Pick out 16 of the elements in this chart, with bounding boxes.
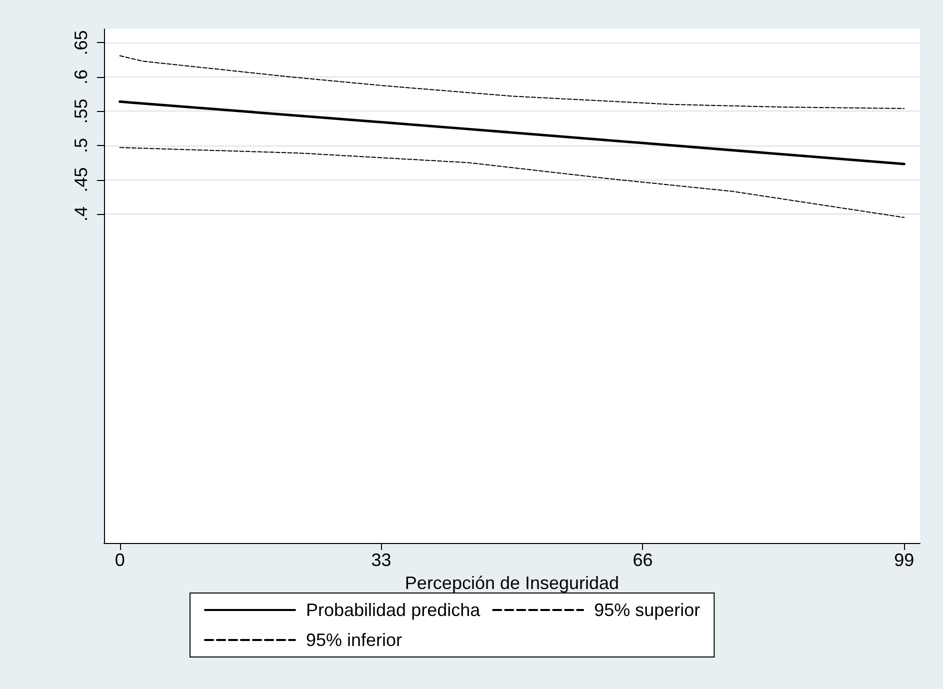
y-tick-label: .65 [71, 30, 91, 56]
x-tick-label: 33 [371, 550, 392, 570]
y-tick-label: .5 [71, 138, 91, 154]
x-axis-title: Percepción de Inseguridad [404, 572, 620, 593]
legend-label: 95% superior [594, 600, 700, 620]
y-tick-label: .4 [71, 206, 91, 222]
x-tick-label: 66 [632, 550, 653, 570]
x-tick-label: 0 [114, 550, 125, 570]
line-series [119, 55, 905, 109]
y-tick-label: .55 [71, 98, 91, 124]
legend-label: Probabilidad predicha [306, 600, 482, 620]
y-tick-label: .6 [71, 69, 91, 84]
legend-label: 95% inferior [306, 630, 402, 650]
x-tick-label: 99 [894, 550, 914, 570]
line-series [119, 147, 905, 218]
y-tick-label: .45 [71, 167, 91, 192]
